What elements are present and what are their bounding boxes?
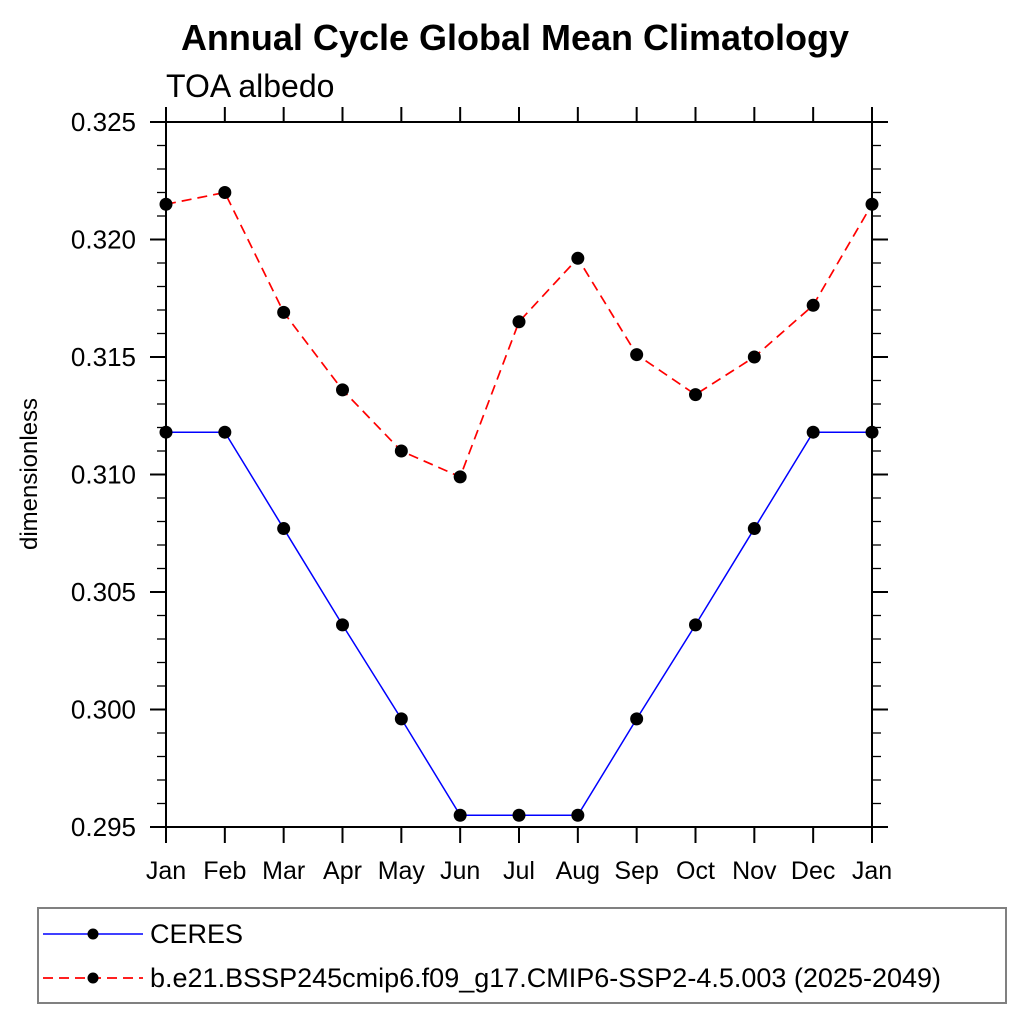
x-tick-label: Mar	[262, 857, 305, 885]
data-point-marker	[689, 388, 702, 402]
y-tick-label: 0.305	[71, 577, 136, 607]
series-line-0	[166, 431, 872, 816]
y-tick-label: 0.315	[71, 342, 136, 372]
legend-label-model: b.e21.BSSP245cmip6.f09_g17.CMIP6-SSP2-4.…	[150, 963, 941, 993]
legend-border	[37, 907, 1007, 1004]
data-point-marker	[806, 298, 820, 312]
x-tick-label: Feb	[203, 857, 246, 885]
x-tick-label: May	[378, 857, 426, 885]
data-point-marker	[277, 522, 291, 536]
data-point-marker	[806, 425, 820, 439]
data-point-marker	[512, 808, 526, 822]
data-point-marker	[453, 470, 467, 484]
data-point-marker	[159, 425, 173, 439]
y-tick-label: 0.325	[71, 107, 136, 137]
y-tick-label: 0.300	[71, 695, 136, 725]
x-tick-label: Nov	[732, 857, 777, 885]
data-point-marker	[630, 348, 644, 362]
x-tick-label: Dec	[791, 857, 835, 885]
x-tick-label: Apr	[323, 857, 362, 885]
y-tick-label: 0.310	[71, 460, 136, 490]
legend-label-ceres: CERES	[150, 919, 243, 949]
data-point-marker	[571, 251, 585, 265]
data-point-marker	[394, 712, 408, 726]
y-tick-label: 0.320	[71, 225, 136, 255]
y-tick-label: 0.295	[71, 812, 136, 842]
x-tick-label: Sep	[614, 857, 658, 885]
data-point-marker	[394, 444, 408, 458]
data-point-marker	[630, 712, 644, 726]
legend-box: CERES b.e21.BSSP245cmip6.f09_g17.CMIP6-S…	[37, 907, 1007, 1004]
x-tick-label: Aug	[556, 857, 600, 885]
data-point-marker	[865, 425, 879, 439]
data-point-marker	[747, 350, 761, 364]
data-point-marker	[218, 186, 232, 199]
x-tick-label: Jun	[440, 857, 480, 885]
data-point-marker	[865, 197, 879, 211]
axes-frame	[165, 121, 873, 828]
legend-entry-model: b.e21.BSSP245cmip6.f09_g17.CMIP6-SSP2-4.…	[43, 963, 941, 993]
chart-title: Annual Cycle Global Mean Climatology	[181, 17, 849, 58]
legend-marker-dot	[87, 972, 99, 984]
data-point-marker	[336, 618, 349, 632]
data-point-marker	[747, 522, 761, 536]
legend-marker-dot	[87, 928, 99, 940]
data-point-marker	[571, 808, 585, 822]
x-tick-label: Jan	[852, 857, 892, 885]
y-axis-label: dimensionless	[16, 398, 43, 550]
x-tick-label: Jul	[503, 857, 535, 885]
x-tick-label: Jan	[146, 857, 186, 885]
series-line-1	[165, 191, 873, 478]
plot-area: 0.295 0.300 0.305 0.310 0.315 0.320 0.325 Jan Fe…	[71, 107, 892, 885]
data-point-marker	[218, 425, 232, 439]
data-point-marker	[453, 808, 467, 822]
data-point-marker	[512, 315, 526, 329]
data-point-marker	[277, 305, 291, 319]
x-tick-label: Oct	[676, 857, 715, 885]
legend-entry-ceres: CERES	[43, 919, 243, 949]
data-point-marker	[336, 383, 349, 397]
data-point-marker	[689, 618, 702, 632]
data-point-marker	[159, 197, 173, 211]
chart-subtitle: TOA albedo	[166, 68, 334, 104]
